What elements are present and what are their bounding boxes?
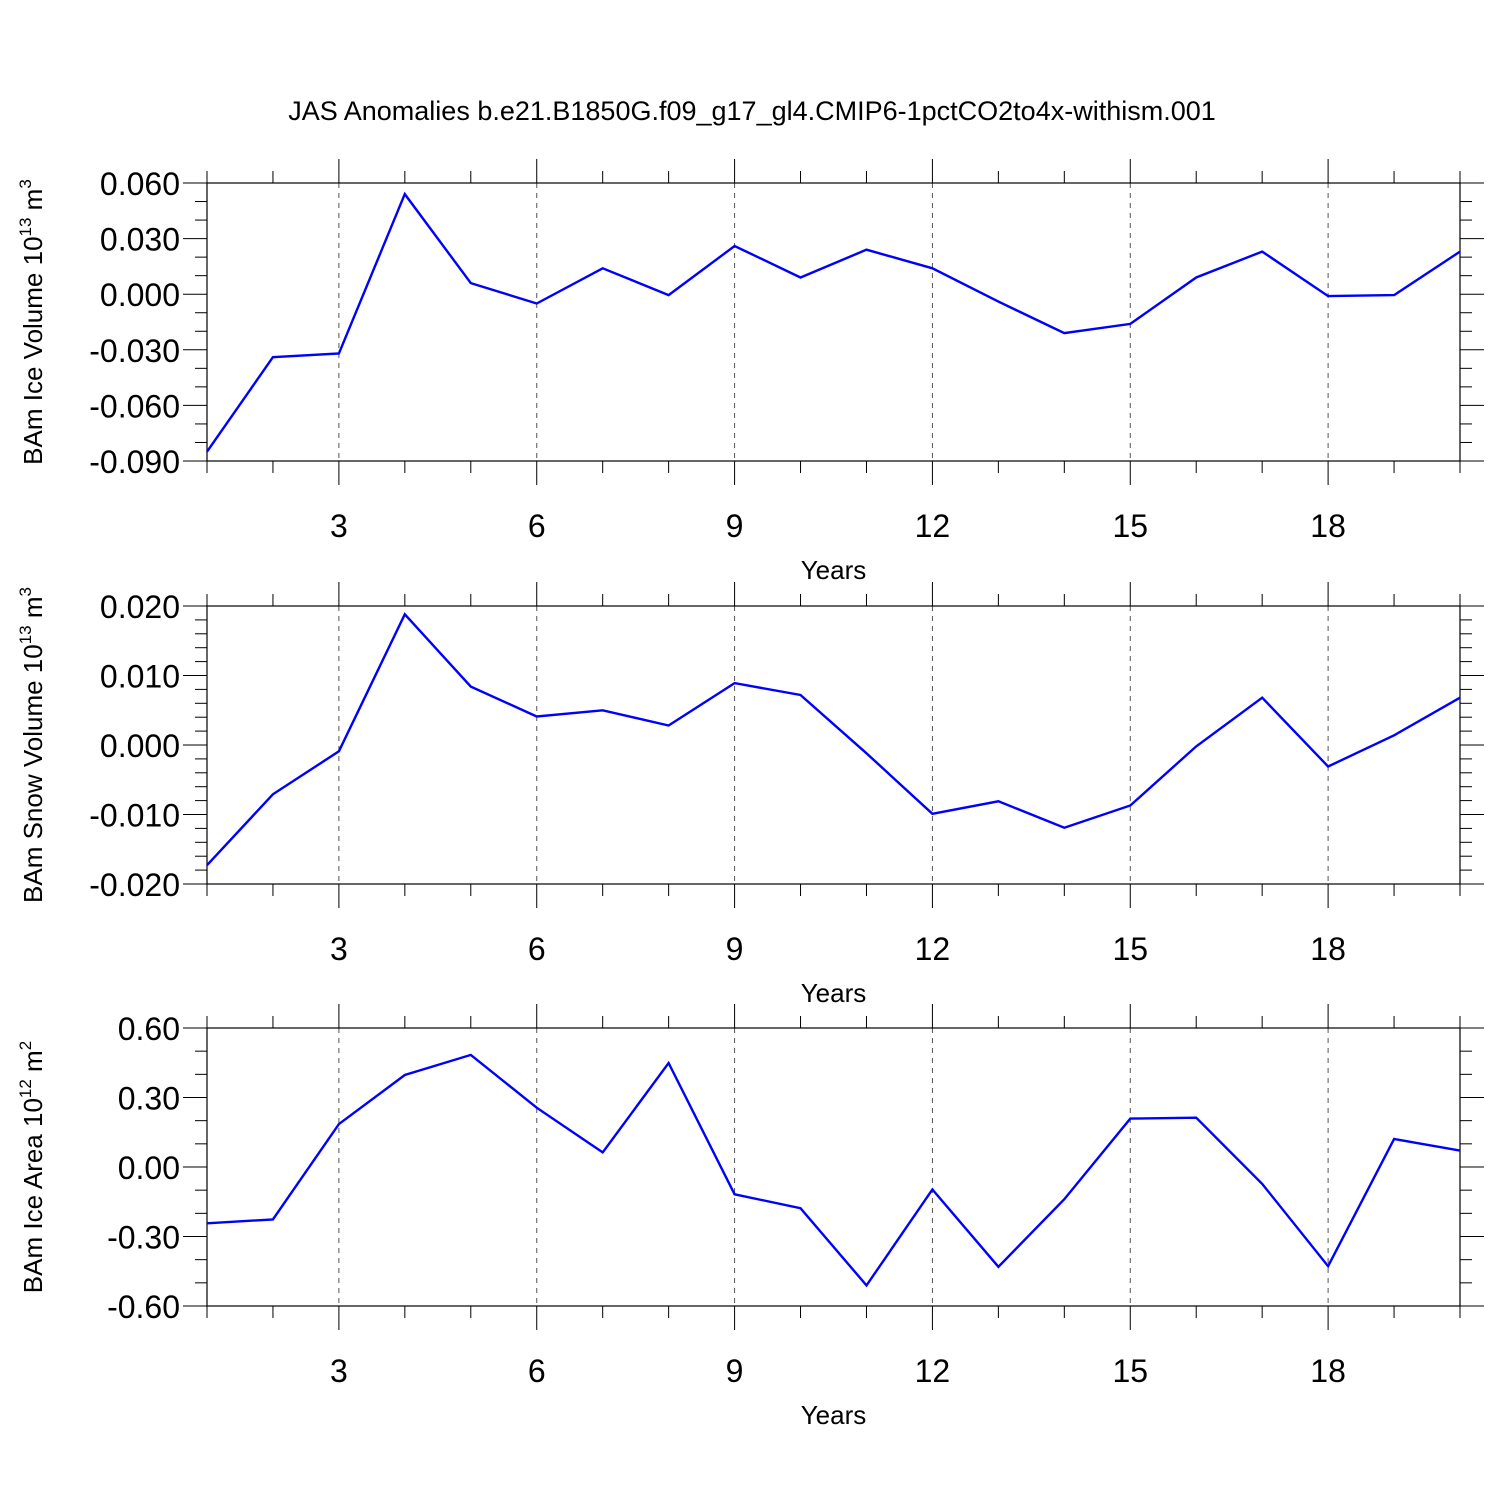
y-tick-label: 0.060 <box>100 166 180 202</box>
series-line <box>206 612 1461 867</box>
x-tick-label: 9 <box>726 508 744 544</box>
y-axis-title: BAm Ice Volume 1013 m3 <box>16 179 48 465</box>
series-line <box>206 191 1461 453</box>
y-tick-label: 0.000 <box>100 277 180 313</box>
y-tick-label: -0.020 <box>89 867 180 903</box>
y-axis-title: BAm Ice Area 1012 m2 <box>16 1041 48 1293</box>
y-tick-label: -0.010 <box>89 798 180 834</box>
y-axis-title-exponent: 13 <box>16 218 35 237</box>
y-axis-title-unit: m <box>18 1050 48 1079</box>
y-axis-title-prefix: BAm Ice Volume 10 <box>18 236 48 464</box>
y-tick-label: -0.60 <box>107 1289 180 1325</box>
chart-panel-2: 3 6 9 12 15 18 -0.020 -0.010 0.000 0.010 0.020 Year… <box>16 582 1484 1008</box>
y-tick-label: 0.030 <box>100 222 180 258</box>
y-tick-label: -0.030 <box>89 333 180 369</box>
y-axis-title-unit-exponent: 3 <box>16 179 35 188</box>
y-axis-title-exponent: 12 <box>16 1079 35 1098</box>
y-axis-title-unit: m <box>18 596 48 625</box>
x-tick-label: 18 <box>1310 508 1346 544</box>
x-tick-label: 12 <box>915 931 951 967</box>
y-axis-title-unit-exponent: 2 <box>16 1041 35 1050</box>
y-axis-title-unit: m <box>18 189 48 218</box>
x-tick-label: 12 <box>915 508 951 544</box>
x-tick-label: 18 <box>1310 931 1346 967</box>
x-axis-title: Years <box>801 555 867 585</box>
x-tick-label: 6 <box>528 931 546 967</box>
y-tick-label: 0.30 <box>118 1081 180 1117</box>
y-tick-label: -0.060 <box>89 388 180 424</box>
y-tick-label: -0.30 <box>107 1220 180 1256</box>
y-tick-label: -0.090 <box>89 444 180 480</box>
x-tick-label: 3 <box>330 1353 348 1389</box>
x-tick-label: 6 <box>528 1353 546 1389</box>
chart-panel-1: 3 6 9 12 15 18 -0.090 -0.060 -0.030 0.000 0.030 0.0… <box>16 159 1484 585</box>
x-tick-label: 9 <box>726 1353 744 1389</box>
x-tick-label: 15 <box>1112 931 1148 967</box>
y-axis-title-unit-exponent: 3 <box>16 587 35 596</box>
x-axis-title: Years <box>801 978 867 1008</box>
x-axis-title: Years <box>801 1400 867 1430</box>
x-tick-label: 3 <box>330 931 348 967</box>
chart-panel-3: 3 6 9 12 15 18 -0.60 -0.30 0.00 0.30 0.60 Years BAm … <box>16 1004 1484 1430</box>
x-tick-label: 15 <box>1112 508 1148 544</box>
y-axis-title: BAm Snow Volume 1013 m3 <box>16 587 48 903</box>
y-tick-label: 0.00 <box>118 1150 180 1186</box>
x-tick-label: 6 <box>528 508 546 544</box>
chart-title: JAS Anomalies b.e21.B1850G.f09_g17_gl4.C… <box>288 96 1216 126</box>
x-tick-label: 12 <box>915 1353 951 1389</box>
x-tick-label: 15 <box>1112 1353 1148 1389</box>
y-axis-title-exponent: 13 <box>16 625 35 644</box>
y-tick-label: 0.010 <box>100 659 180 695</box>
series-line <box>206 1053 1461 1288</box>
x-tick-label: 9 <box>726 931 744 967</box>
x-tick-label: 3 <box>330 508 348 544</box>
x-tick-label: 18 <box>1310 1353 1346 1389</box>
y-axis-title-prefix: BAm Ice Area 10 <box>18 1098 48 1293</box>
y-tick-label: 0.60 <box>118 1011 180 1047</box>
y-axis-title-prefix: BAm Snow Volume 10 <box>18 644 48 903</box>
y-tick-label: 0.000 <box>100 728 180 764</box>
plot-frame <box>206 182 1461 462</box>
y-tick-label: 0.020 <box>100 589 180 625</box>
